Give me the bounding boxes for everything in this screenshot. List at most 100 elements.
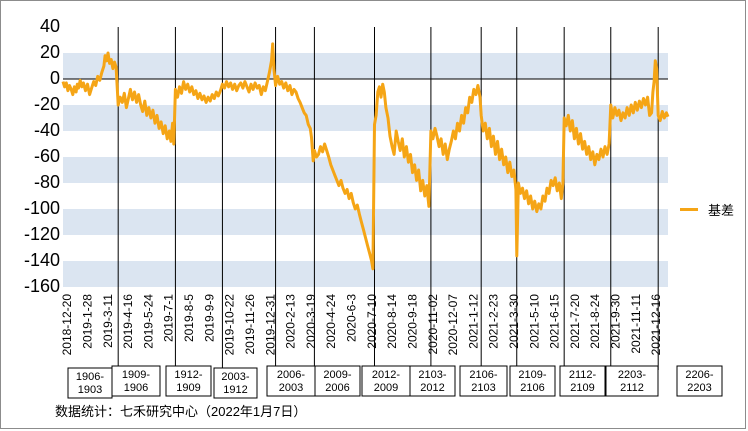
contract-text: 2109 (570, 382, 594, 394)
x-tick-label: 2018-12-20 (60, 294, 74, 356)
contract-label: 2009-2006 (314, 365, 361, 397)
x-tick-label: 2021-11-11 (629, 294, 643, 354)
legend-label: 基差 (708, 203, 735, 218)
contract-text: 1909- (122, 369, 150, 381)
y-tick-label: -120 (24, 224, 60, 244)
y-tick-label: -100 (24, 198, 60, 218)
contract-box (605, 365, 659, 397)
contract-text: 2103 (471, 382, 495, 394)
contract-label: 2206-2203 (676, 365, 723, 397)
contract-text: 2206- (685, 369, 713, 381)
contract-box (213, 367, 258, 399)
basis-series-line (61, 42, 670, 271)
contract-label: 2003-1912 (213, 367, 258, 399)
legend: 基差 (680, 200, 734, 219)
contract-text: 2112- (569, 369, 597, 381)
x-tick-label: 2021-2-23 (487, 294, 501, 349)
x-tick-label: 2019-10-22 (223, 294, 237, 356)
x-tick-label: 2021-1-12 (466, 294, 480, 349)
contract-text: 2106 (520, 382, 544, 394)
contract-text: 2009 (374, 382, 398, 394)
contract-text: 2003 (279, 382, 303, 394)
contract-text: 2006- (277, 369, 305, 381)
x-tick-label: 2019-8-5 (182, 294, 196, 342)
grid-band (63, 261, 668, 287)
x-tick-label: 2020-8-14 (385, 294, 399, 349)
contract-text: 1906- (76, 371, 104, 383)
y-tick-label: -80 (34, 172, 60, 192)
x-tick-label: 2020-2-13 (284, 294, 298, 349)
grid-band (63, 157, 668, 183)
x-tick-label: 2019-9-9 (202, 294, 216, 342)
contract-label: 1906-1903 (67, 367, 113, 399)
contract-label: 2006-2003 (266, 365, 316, 397)
contract-label: 1909-1906 (111, 365, 161, 397)
contract-text: 2012- (372, 369, 400, 381)
contract-text: 1912 (223, 384, 247, 396)
x-tick-label: 2020-9-18 (405, 294, 419, 349)
x-tick-label: 2019-11-26 (243, 294, 257, 355)
contract-box (165, 365, 212, 397)
contract-label: 2103-2012 (409, 365, 456, 397)
contract-text: 2112 (620, 382, 644, 394)
x-tick-label: 2020-12-07 (446, 294, 460, 356)
x-tick-label: 2021-3-30 (507, 294, 521, 349)
contract-box (266, 365, 316, 397)
x-tick-label: 2019-5-24 (141, 294, 155, 349)
contract-box (459, 365, 508, 397)
contract-label: 2112-2109 (559, 365, 606, 397)
contract-label: 2203-2112 (605, 365, 659, 397)
contract-label: 2012-2009 (361, 365, 411, 397)
contract-text: 2012 (420, 382, 444, 394)
contract-label: 2106-2103 (459, 365, 508, 397)
contract-label: 2109-2106 (509, 365, 556, 397)
contract-box (559, 365, 606, 397)
contract-text: 2006 (325, 382, 349, 394)
x-tick-label: 2021-9-30 (609, 294, 623, 349)
contract-text: 2109- (518, 369, 546, 381)
y-tick-label: 0 (50, 68, 60, 88)
x-tick-label: 2021-8-24 (588, 294, 602, 349)
y-tick-label: 40 (40, 16, 60, 36)
x-tick-label: 2020-4-24 (324, 294, 338, 349)
x-tick-label: 2020-3-19 (304, 294, 318, 349)
contract-text: 1903 (78, 384, 102, 396)
y-tick-label: -20 (34, 94, 60, 114)
contract-label: 1912-1909 (165, 365, 212, 397)
x-tick-label: 2020-7-10 (365, 294, 379, 349)
source-note: 数据统计：七禾研究中心（2022年1月7日） (55, 404, 307, 419)
y-tick-label: -140 (24, 250, 60, 270)
contract-text: 2203- (618, 369, 646, 381)
contract-box (409, 365, 456, 397)
x-tick-label: 2020-11-02 (426, 294, 440, 355)
grid-band (63, 209, 668, 235)
grid-band (63, 53, 668, 79)
x-tick-label: 2019-1-28 (80, 294, 94, 349)
x-tick-label: 2019-3-11 (101, 294, 115, 348)
x-tick-label: 2021-6-15 (548, 294, 562, 349)
contract-box (361, 365, 411, 397)
contract-box (111, 365, 161, 397)
x-tick-label: 2021-12-16 (649, 294, 663, 356)
x-tick-label: 2019-12-31 (263, 294, 277, 356)
contract-text: 1912- (174, 369, 202, 381)
contract-text: 1906 (124, 382, 148, 394)
contract-box (314, 365, 361, 397)
x-tick-label: 2019-7-1 (162, 294, 176, 342)
y-tick-label: 20 (40, 42, 60, 62)
y-tick-label: -60 (34, 146, 60, 166)
legend-swatch (680, 208, 698, 211)
x-tick-label: 2021-7-20 (568, 294, 582, 349)
x-tick-label: 2020-6-3 (345, 294, 359, 342)
contract-text: 2103- (418, 369, 446, 381)
y-tick-label: -40 (34, 120, 60, 140)
x-tick-label: 2019-4-16 (121, 294, 135, 349)
contract-text: 2003- (221, 371, 249, 383)
contract-box (509, 365, 556, 397)
contract-text: 2203 (687, 382, 711, 394)
contract-text: 1909 (176, 382, 200, 394)
y-tick-label: -160 (24, 276, 60, 296)
contract-text: 2009- (323, 369, 351, 381)
